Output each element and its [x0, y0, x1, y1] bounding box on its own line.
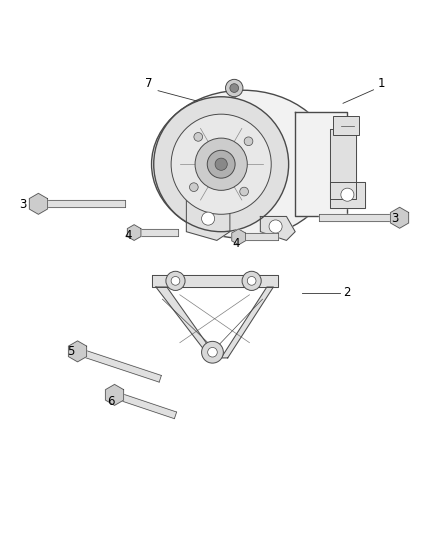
Polygon shape — [391, 207, 409, 228]
Polygon shape — [239, 233, 278, 240]
Circle shape — [201, 212, 215, 225]
Circle shape — [247, 277, 256, 285]
Circle shape — [242, 271, 261, 290]
Polygon shape — [68, 341, 87, 362]
Circle shape — [208, 348, 217, 357]
Circle shape — [154, 97, 289, 232]
Circle shape — [215, 158, 227, 171]
Circle shape — [190, 183, 198, 191]
Text: 4: 4 — [232, 237, 240, 251]
Circle shape — [240, 187, 248, 196]
Polygon shape — [221, 287, 273, 358]
Circle shape — [166, 271, 185, 290]
Text: 7: 7 — [145, 77, 152, 90]
Polygon shape — [152, 275, 278, 287]
Text: 3: 3 — [391, 212, 398, 225]
Circle shape — [195, 138, 247, 190]
Polygon shape — [295, 112, 347, 216]
Text: 6: 6 — [107, 395, 114, 408]
Circle shape — [171, 114, 271, 214]
Ellipse shape — [152, 90, 334, 238]
Text: 3: 3 — [19, 198, 26, 211]
Polygon shape — [127, 225, 141, 240]
Polygon shape — [319, 214, 399, 221]
Circle shape — [194, 133, 203, 141]
Polygon shape — [106, 384, 124, 405]
Polygon shape — [330, 130, 356, 199]
Polygon shape — [156, 287, 217, 358]
FancyBboxPatch shape — [333, 116, 359, 135]
Text: 4: 4 — [124, 229, 132, 241]
Polygon shape — [39, 200, 125, 207]
Polygon shape — [186, 195, 230, 240]
Polygon shape — [113, 392, 177, 418]
Circle shape — [207, 150, 235, 178]
Text: 5: 5 — [67, 345, 74, 358]
Polygon shape — [260, 216, 295, 240]
Polygon shape — [29, 193, 47, 214]
Text: 1: 1 — [378, 77, 385, 90]
Text: 2: 2 — [343, 286, 351, 299]
Polygon shape — [77, 348, 161, 382]
Circle shape — [269, 220, 282, 233]
Circle shape — [171, 277, 180, 285]
Circle shape — [244, 137, 253, 146]
Circle shape — [341, 188, 354, 201]
Circle shape — [226, 79, 243, 97]
Circle shape — [230, 84, 239, 92]
Polygon shape — [232, 229, 245, 245]
Polygon shape — [134, 229, 178, 236]
Circle shape — [201, 341, 223, 363]
Polygon shape — [330, 182, 365, 208]
